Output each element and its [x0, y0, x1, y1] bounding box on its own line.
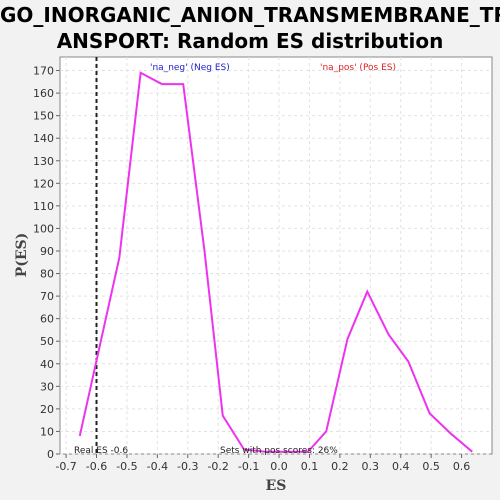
x-tick-label: -0.5: [116, 460, 137, 473]
y-tick-label: 130: [33, 155, 54, 168]
x-tick-label: -0.1: [238, 460, 259, 473]
legend-neg: 'na_neg' (Neg ES): [150, 63, 230, 73]
chart-title-line-1: GO_INORGANIC_ANION_TRANSMEMBRANE_TR: [0, 3, 500, 27]
x-tick-label: -0.4: [147, 460, 168, 473]
grid: [60, 57, 492, 455]
y-tick-label: 40: [40, 358, 54, 371]
y-tick-label: 0: [47, 448, 54, 461]
y-tick-label: 70: [40, 290, 54, 303]
x-axis-title: ES: [266, 478, 287, 494]
y-axis-title: P(ES): [14, 233, 30, 278]
y-tick-label: 80: [40, 268, 54, 281]
x-tick-label: -0.3: [177, 460, 198, 473]
chart-title-line-2: ANSPORT: Random ES distribution: [56, 29, 444, 53]
y-tick-label: 110: [33, 200, 54, 213]
chart-title: GO_INORGANIC_ANION_TRANSMEMBRANE_TR ANSP…: [0, 2, 500, 54]
x-tick-label: 0.2: [331, 460, 349, 473]
real-es-annotation: Real ES -0.6: [74, 446, 128, 456]
series-line: [78, 71, 473, 453]
x-tick-label: 0.4: [392, 460, 410, 473]
y-tick-label: 170: [33, 65, 54, 78]
x-tick-label: 0.1: [301, 460, 319, 473]
x-tick-label: 0.0: [270, 460, 288, 473]
x-tick-label: -0.2: [207, 460, 228, 473]
y-axis: 0 10 20 30 40 50 60 70 80 90 100 110 120 130 140 150 160…: [33, 65, 60, 461]
y-tick-label: 90: [40, 245, 54, 258]
y-tick-label: 20: [40, 403, 54, 416]
y-tick-label: 10: [40, 425, 54, 438]
plot-area: [59, 56, 493, 455]
legend-pos: 'na_pos' (Pos ES): [320, 63, 396, 73]
y-tick-label: 160: [33, 87, 54, 100]
y-tick-label: 100: [33, 222, 54, 235]
y-tick-label: 150: [33, 110, 54, 123]
x-axis: -0.7 -0.6 -0.5 -0.4 -0.3 -0.2 -0.1 0.0 0.1 0.2 0.3…: [55, 454, 470, 473]
x-tick-label: -0.6: [86, 460, 107, 473]
y-tick-label: 120: [33, 177, 54, 190]
x-tick-label: 0.5: [422, 460, 440, 473]
y-tick-label: 140: [33, 132, 54, 145]
x-tick-label: 0.3: [362, 460, 380, 473]
x-tick-label: 0.6: [453, 460, 471, 473]
y-tick-label: 60: [40, 313, 54, 326]
y-tick-label: 30: [40, 380, 54, 393]
y-tick-label: 50: [40, 335, 54, 348]
pos-scores-annotation: Sets with pos scores: 26%: [220, 446, 338, 456]
x-tick-label: -0.7: [55, 460, 76, 473]
